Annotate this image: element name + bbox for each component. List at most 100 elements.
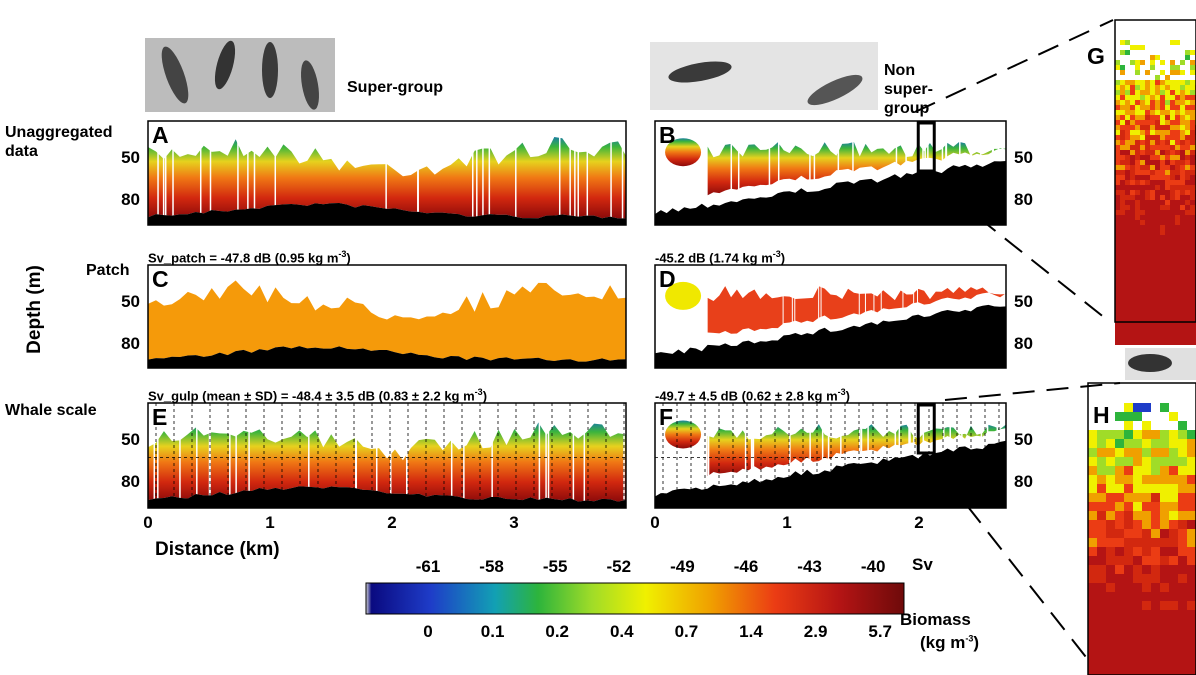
- zoom-cell: [1140, 250, 1145, 255]
- zoom-cell: [1115, 240, 1120, 245]
- zoom-cell: [1133, 655, 1142, 664]
- zoom-cell: [1151, 583, 1160, 592]
- zoom-cell: [1170, 335, 1175, 340]
- sv-tick: -46: [733, 557, 759, 576]
- zoom-cell: [1115, 145, 1120, 150]
- zoom-cell: [1145, 240, 1150, 245]
- zoom-cell: [1175, 275, 1180, 280]
- zoom-cell: [1125, 105, 1130, 110]
- zoom-cell: [1160, 556, 1169, 565]
- zoom-cell: [1145, 130, 1150, 135]
- zoom-cell: [1180, 170, 1185, 175]
- zoom-cell: [1165, 215, 1170, 220]
- zoom-cell: [1155, 250, 1160, 255]
- zoom-cell: [1097, 529, 1106, 538]
- zoom-cell: [1145, 165, 1150, 170]
- zoom-cell: [1169, 412, 1178, 421]
- zoom-cell: [1150, 300, 1155, 305]
- zoom-cell: [1125, 290, 1130, 295]
- zoom-cell: [1185, 220, 1190, 225]
- zoom-cell: [1160, 565, 1169, 574]
- zoom-cell: [1088, 646, 1097, 655]
- zoom-cell: [1142, 556, 1151, 565]
- zoom-cell: [1130, 275, 1135, 280]
- zoom-cell: [1185, 155, 1190, 160]
- zoom-cell: [1115, 300, 1120, 305]
- zoom-cell: [1130, 90, 1135, 95]
- zoom-cell: [1155, 195, 1160, 200]
- zoom-cell: [1097, 601, 1106, 610]
- zoom-cell: [1115, 195, 1120, 200]
- zoom-cell: [1178, 493, 1187, 502]
- zoom-cell: [1120, 260, 1125, 265]
- zoom-cell: [1170, 250, 1175, 255]
- zoom-cell: [1125, 325, 1130, 330]
- zoom-cell: [1150, 115, 1155, 120]
- zoom-cell: [1125, 125, 1130, 130]
- zoom-cell: [1124, 556, 1133, 565]
- zoom-cell: [1115, 520, 1124, 529]
- zoom-cell: [1185, 165, 1190, 170]
- zoom-cell: [1165, 90, 1170, 95]
- zoom-cell: [1185, 310, 1190, 315]
- zoom-cell: [1170, 275, 1175, 280]
- zoom-cell: [1150, 315, 1155, 320]
- zoom-cell: [1142, 484, 1151, 493]
- zoom-cell: [1178, 556, 1187, 565]
- zoom-cell: [1175, 230, 1180, 235]
- zoom-cell: [1124, 493, 1133, 502]
- zoom-cell: [1115, 95, 1120, 100]
- zoom-cell: [1097, 646, 1106, 655]
- zoom-cell: [1097, 475, 1106, 484]
- zoom-cell: [1140, 150, 1145, 155]
- zoom-cell: [1190, 230, 1195, 235]
- zoom-cell: [1178, 601, 1187, 610]
- zoom-cell: [1180, 105, 1185, 110]
- zoom-cell: [1187, 592, 1196, 601]
- zoom-cell: [1170, 100, 1175, 105]
- zoom-cell: [1088, 484, 1097, 493]
- zoom-cell: [1120, 240, 1125, 245]
- zoom-cell: [1120, 285, 1125, 290]
- zoom-cell: [1169, 520, 1178, 529]
- zoom-cell: [1175, 170, 1180, 175]
- zoom-cell: [1133, 628, 1142, 637]
- zoom-cell: [1165, 100, 1170, 105]
- zoom-cell: [1190, 255, 1195, 260]
- zoom-cell: [1135, 200, 1140, 205]
- zoom-cell: [1175, 315, 1180, 320]
- zoom-cell: [1190, 50, 1195, 55]
- zoom-cell: [1145, 265, 1150, 270]
- zoom-cell: [1140, 60, 1145, 65]
- zoom-cell: [1130, 215, 1135, 220]
- zoom-cell: [1185, 115, 1190, 120]
- zoom-cell: [1135, 115, 1140, 120]
- zoom-cell: [1160, 484, 1169, 493]
- zoom-cell: [1142, 538, 1151, 547]
- zoom-cell: [1170, 105, 1175, 110]
- zoom-cell: [1169, 529, 1178, 538]
- zoom-cell: [1170, 245, 1175, 250]
- zoom-cell: [1175, 235, 1180, 240]
- unit-text: (kg m: [920, 633, 966, 652]
- zoom-cell: [1190, 160, 1195, 165]
- zoom-cell: [1120, 65, 1125, 70]
- zoom-cell: [1165, 165, 1170, 170]
- zoom-cell: [1124, 475, 1133, 484]
- zoom-cell: [1115, 270, 1120, 275]
- zoom-cell: [1160, 305, 1165, 310]
- x-tick-label: 1: [265, 513, 275, 532]
- zoom-cell: [1115, 439, 1124, 448]
- zoom-cell: [1120, 175, 1125, 180]
- zoom-cell: [1130, 165, 1135, 170]
- zoom-cell: [1133, 610, 1142, 619]
- zoom-cell: [1180, 220, 1185, 225]
- zoom-cell: [1175, 95, 1180, 100]
- zoom-cell: [1190, 175, 1195, 180]
- zoom-cell: [1190, 145, 1195, 150]
- zoom-cell: [1160, 583, 1169, 592]
- zoom-cell: [1160, 340, 1165, 345]
- zoom-cell: [1133, 439, 1142, 448]
- zoom-cell: [1140, 170, 1145, 175]
- zoom-cell: [1170, 170, 1175, 175]
